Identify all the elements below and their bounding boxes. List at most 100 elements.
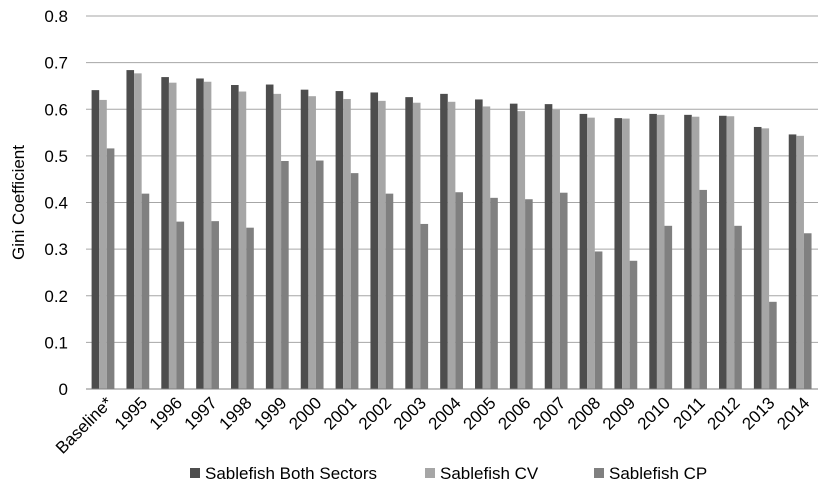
bar-cv-2002 xyxy=(378,100,386,390)
x-tick-label: 1999 xyxy=(250,393,290,433)
bar-both-sectors-2009 xyxy=(614,118,623,389)
y-axis-title: Gini Coefficient xyxy=(9,145,28,260)
bar-cv-2003 xyxy=(412,102,421,389)
legend-swatch-both-sectors xyxy=(190,468,200,478)
bar-cp-2008 xyxy=(594,251,603,389)
bar-both-sectors-2000 xyxy=(300,89,309,389)
bar-both-sectors-Baseline xyxy=(91,90,100,389)
bar-cp-2000 xyxy=(315,160,324,389)
x-tick-label: 2001 xyxy=(320,393,360,433)
bar-cp-Baseline xyxy=(106,148,115,389)
legend: Sablefish Both Sectors Sablefish CV Sablef… xyxy=(190,464,707,483)
x-tick-label: 2003 xyxy=(390,393,430,433)
bar-cv-2006 xyxy=(517,111,526,390)
bar-cp-2014 xyxy=(803,233,812,389)
bar-both-sectors-2006 xyxy=(509,103,518,389)
bar-both-sectors-2013 xyxy=(753,126,762,389)
bar-cv-1996 xyxy=(168,82,177,389)
bar-both-sectors-2010 xyxy=(649,113,657,389)
y-tick-label: 0.3 xyxy=(44,240,68,259)
bar-cp-2001 xyxy=(350,173,359,389)
x-tick-label: 2005 xyxy=(460,393,500,433)
bar-cp-2012 xyxy=(734,225,742,389)
bar-both-sectors-1999 xyxy=(265,84,274,389)
bars xyxy=(91,70,812,390)
x-tick-label: 2010 xyxy=(634,393,674,433)
legend-label-both-sectors: Sablefish Both Sectors xyxy=(205,464,377,483)
bar-both-sectors-1995 xyxy=(126,70,135,390)
legend-swatch-cp xyxy=(594,468,604,478)
bar-cp-2005 xyxy=(490,197,498,389)
x-tick-label: 2009 xyxy=(599,393,639,433)
x-tick-label: 2004 xyxy=(425,393,465,433)
bar-both-sectors-2012 xyxy=(719,115,727,389)
bar-cp-2009 xyxy=(629,260,638,389)
bar-cp-2013 xyxy=(769,301,777,389)
x-tick-label: 2013 xyxy=(738,393,778,433)
y-tick-labels: 0 0.1 0.2 0.3 0.4 0.5 0.6 0.7 0.8 xyxy=(44,7,68,399)
bar-cp-2006 xyxy=(525,199,533,389)
bar-cp-1998 xyxy=(246,227,254,389)
bar-cv-2005 xyxy=(482,106,491,389)
x-tick-label: 2000 xyxy=(285,393,325,433)
bar-cv-2000 xyxy=(308,96,316,389)
bar-cp-1996 xyxy=(176,221,185,389)
x-tick-label: 2011 xyxy=(670,393,709,432)
bar-cp-1999 xyxy=(281,161,289,389)
bar-cp-1997 xyxy=(211,221,219,389)
y-tick-label: 0 xyxy=(59,380,68,399)
bar-cv-2012 xyxy=(726,116,735,390)
bar-cv-2013 xyxy=(761,128,770,389)
y-tick-label: 0.4 xyxy=(44,194,68,213)
x-tick-label: 2008 xyxy=(564,393,604,433)
x-tick-label: 2014 xyxy=(773,393,813,433)
bar-cp-2011 xyxy=(699,189,707,389)
bar-cv-2009 xyxy=(622,118,630,389)
bar-cv-2007 xyxy=(552,109,560,389)
bar-cp-2010 xyxy=(664,225,673,389)
bar-both-sectors-2003 xyxy=(405,97,413,389)
bar-both-sectors-2004 xyxy=(440,93,448,390)
y-tick-label: 0.5 xyxy=(44,147,68,166)
legend-label-cp: Sablefish CP xyxy=(609,464,707,483)
bar-both-sectors-2011 xyxy=(684,114,692,389)
bar-both-sectors-2005 xyxy=(475,99,483,390)
x-tick-labels: Baseline*1995199619971998199920002001200… xyxy=(52,393,813,457)
bar-cv-Baseline xyxy=(99,99,107,390)
bar-cv-1995 xyxy=(134,73,142,389)
bar-cv-2008 xyxy=(587,117,595,389)
bar-both-sectors-2007 xyxy=(544,104,553,389)
bar-cv-1998 xyxy=(238,91,247,389)
legend-swatch-cv xyxy=(425,468,435,478)
x-tick-label: 1997 xyxy=(181,393,221,433)
y-tick-label: 0.1 xyxy=(44,333,68,352)
y-tick-label: 0.6 xyxy=(44,100,68,119)
bar-cp-2002 xyxy=(385,193,394,389)
bar-cv-2004 xyxy=(447,101,456,389)
bar-cv-2011 xyxy=(691,116,700,390)
x-tick-label: 2007 xyxy=(529,393,569,433)
x-tick-label: 1995 xyxy=(111,393,151,433)
bar-cp-2007 xyxy=(559,192,568,389)
bar-cv-2001 xyxy=(343,98,351,390)
bar-both-sectors-2002 xyxy=(370,92,379,389)
y-tick-label: 0.7 xyxy=(44,54,68,73)
bar-cv-2014 xyxy=(796,135,804,389)
bar-cp-2003 xyxy=(420,223,429,389)
bar-both-sectors-1997 xyxy=(196,78,204,389)
bar-both-sectors-2001 xyxy=(335,91,344,389)
x-tick-label: 2006 xyxy=(494,393,534,433)
bar-cv-1999 xyxy=(273,93,282,390)
x-tick-label: 2012 xyxy=(704,393,744,433)
y-tick-label: 0.8 xyxy=(44,7,68,26)
x-tick-label: 1996 xyxy=(146,393,186,433)
legend-label-cv: Sablefish CV xyxy=(440,464,539,483)
bar-cv-1997 xyxy=(203,81,212,390)
bar-both-sectors-2014 xyxy=(788,134,797,389)
y-tick-label: 0.2 xyxy=(44,287,68,306)
bar-cp-2004 xyxy=(455,192,463,389)
x-tick-label: Baseline* xyxy=(52,393,116,457)
bar-both-sectors-1998 xyxy=(231,85,239,389)
x-tick-label: 2002 xyxy=(355,393,395,433)
bar-cv-2010 xyxy=(656,114,665,389)
